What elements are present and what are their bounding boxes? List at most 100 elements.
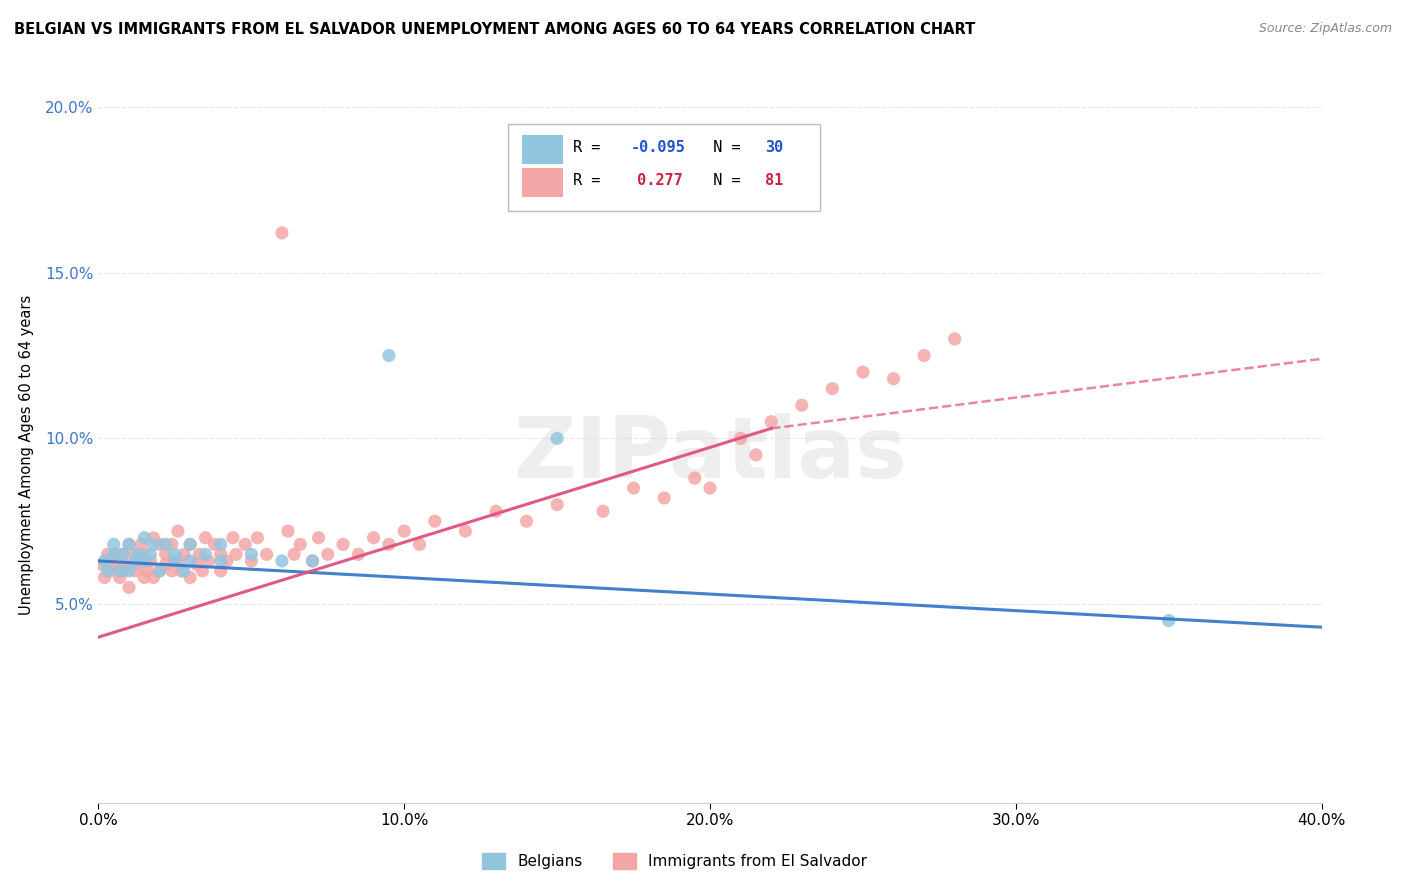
Point <box>167 554 190 568</box>
Point <box>93 554 115 568</box>
Point <box>546 498 568 512</box>
Point <box>652 491 675 505</box>
Point <box>408 537 430 551</box>
Point <box>118 581 141 595</box>
Point <box>124 564 146 578</box>
Point <box>308 531 330 545</box>
Text: ZIPatlas: ZIPatlas <box>513 413 907 497</box>
Point <box>270 226 292 240</box>
Point <box>209 564 232 578</box>
Point <box>423 514 446 528</box>
Point <box>363 531 385 545</box>
Point <box>155 558 177 572</box>
Point <box>134 570 156 584</box>
Text: Source: ZipAtlas.com: Source: ZipAtlas.com <box>1258 22 1392 36</box>
Point <box>392 524 416 538</box>
Point <box>790 398 813 412</box>
Point <box>149 537 172 551</box>
Point <box>516 514 538 528</box>
Point <box>546 431 568 445</box>
FancyBboxPatch shape <box>508 124 820 211</box>
Point <box>139 554 162 568</box>
Point <box>194 531 217 545</box>
Point <box>188 547 211 561</box>
Point <box>108 570 131 584</box>
Point <box>179 570 201 584</box>
FancyBboxPatch shape <box>522 169 564 197</box>
Point <box>233 537 256 551</box>
Point <box>209 554 232 568</box>
Point <box>134 547 156 561</box>
Point <box>852 365 875 379</box>
Point <box>129 537 152 551</box>
Point <box>215 554 238 568</box>
Point <box>149 564 172 578</box>
Point <box>240 554 263 568</box>
Point <box>179 554 201 568</box>
Point <box>316 547 339 561</box>
Point <box>283 547 305 561</box>
Point <box>301 554 323 568</box>
Point <box>186 558 208 572</box>
Point <box>270 554 292 568</box>
Point <box>225 547 247 561</box>
Point <box>160 537 183 551</box>
Point <box>246 531 269 545</box>
Point <box>134 531 156 545</box>
Point <box>821 382 844 396</box>
Point <box>118 564 141 578</box>
Text: BELGIAN VS IMMIGRANTS FROM EL SALVADOR UNEMPLOYMENT AMONG AGES 60 TO 64 YEARS CO: BELGIAN VS IMMIGRANTS FROM EL SALVADOR U… <box>14 22 976 37</box>
Point <box>155 547 177 561</box>
Point <box>149 564 172 578</box>
Point <box>912 349 935 363</box>
Point <box>118 537 141 551</box>
Point <box>745 448 768 462</box>
Point <box>160 564 183 578</box>
Point <box>240 547 263 561</box>
Point <box>100 564 122 578</box>
Text: R =: R = <box>574 140 610 155</box>
Point <box>592 504 614 518</box>
Point <box>163 554 186 568</box>
Text: 81: 81 <box>765 173 783 188</box>
Point <box>108 564 131 578</box>
Point <box>191 564 214 578</box>
Point <box>124 554 146 568</box>
Point <box>759 415 782 429</box>
Point <box>943 332 966 346</box>
Point <box>124 547 146 561</box>
Point <box>115 558 138 572</box>
FancyBboxPatch shape <box>522 135 564 164</box>
Point <box>90 558 112 572</box>
Point <box>111 564 134 578</box>
Text: 0.277: 0.277 <box>628 173 683 188</box>
Point <box>142 531 165 545</box>
Point <box>179 537 201 551</box>
Text: N =: N = <box>696 140 751 155</box>
Point <box>163 547 186 561</box>
Point <box>103 547 125 561</box>
Point <box>142 570 165 584</box>
Legend: Belgians, Immigrants from El Salvador: Belgians, Immigrants from El Salvador <box>477 847 873 875</box>
Point <box>136 564 159 578</box>
Point <box>699 481 721 495</box>
Point <box>97 547 120 561</box>
Point <box>127 558 149 572</box>
Point <box>197 554 219 568</box>
Point <box>256 547 278 561</box>
Point <box>209 537 232 551</box>
Point <box>103 558 125 572</box>
Point <box>167 524 190 538</box>
Text: 30: 30 <box>765 140 783 155</box>
Point <box>127 547 149 561</box>
Point <box>347 547 370 561</box>
Point <box>623 481 645 495</box>
Y-axis label: Unemployment Among Ages 60 to 64 years: Unemployment Among Ages 60 to 64 years <box>20 294 34 615</box>
Point <box>277 524 299 538</box>
Point <box>118 537 141 551</box>
Point <box>730 431 752 445</box>
Point <box>194 547 217 561</box>
Point <box>209 547 232 561</box>
Text: R =: R = <box>574 173 610 188</box>
Point <box>111 547 134 561</box>
